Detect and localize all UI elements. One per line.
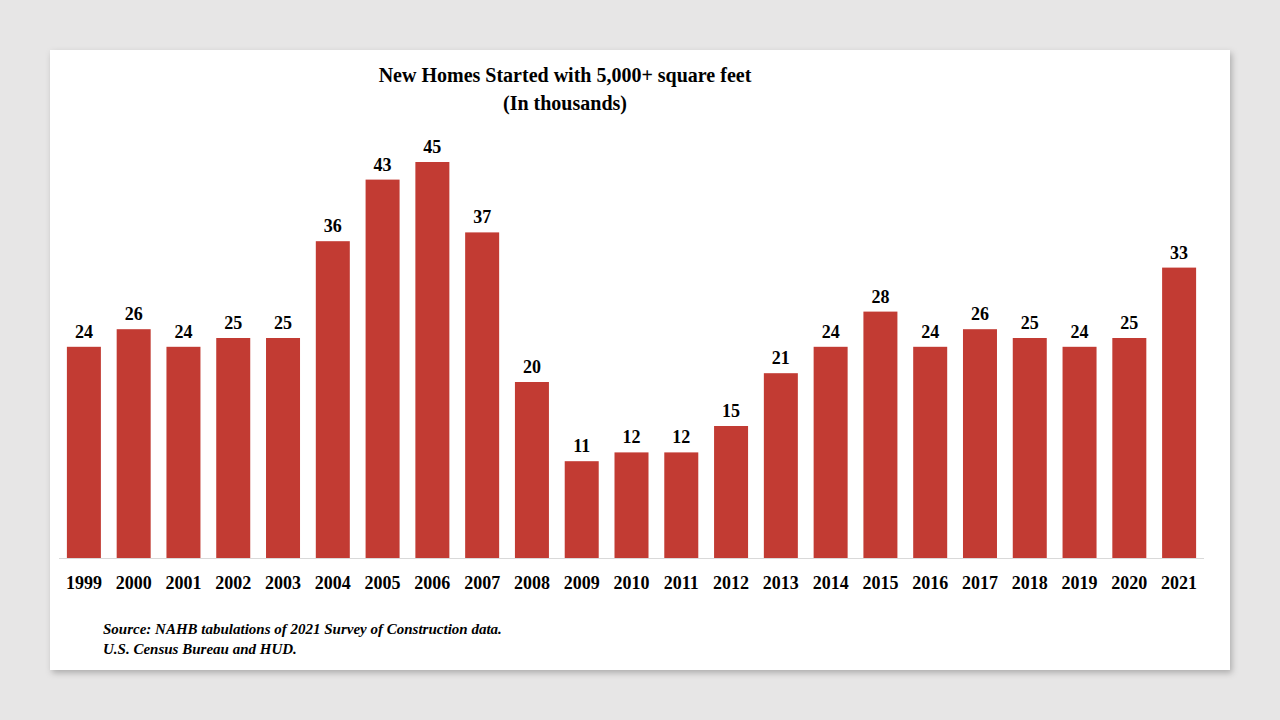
baseline [59, 558, 1204, 559]
data-label: 25 [224, 313, 242, 333]
bar [166, 347, 200, 558]
bar [913, 347, 947, 558]
bar [764, 373, 798, 558]
x-tick-label: 2013 [763, 573, 799, 593]
x-tick-label: 2020 [1111, 573, 1147, 593]
bar [1013, 338, 1047, 558]
x-tick-label: 2006 [414, 573, 450, 593]
data-label: 33 [1170, 243, 1188, 263]
bars [67, 162, 1196, 558]
data-label: 45 [423, 137, 441, 157]
x-tick-label: 2012 [713, 573, 749, 593]
bar [266, 338, 300, 558]
data-label: 24 [921, 322, 939, 342]
x-tick-label: 2007 [464, 573, 500, 593]
card [50, 50, 1230, 670]
data-label: 21 [772, 348, 790, 368]
bar [366, 180, 400, 558]
data-label: 28 [871, 287, 889, 307]
bar [963, 329, 997, 558]
data-label: 25 [274, 313, 292, 333]
data-label: 26 [971, 304, 989, 324]
data-label: 24 [822, 322, 840, 342]
subtitle: (In thousands) [503, 92, 627, 115]
x-tick-label: 2014 [813, 573, 849, 593]
data-label: 37 [473, 207, 491, 227]
source-note: Source: NAHB tabulations of 2021 Survey … [103, 621, 502, 637]
source-note: U.S. Census Bureau and HUD. [103, 641, 297, 657]
x-tick-label: 2010 [614, 573, 650, 593]
x-tick-label: 2001 [165, 573, 201, 593]
title: New Homes Started with 5,000+ square fee… [379, 64, 752, 87]
bar [316, 241, 350, 558]
x-tick-label: 2011 [664, 573, 699, 593]
data-label: 11 [573, 436, 590, 456]
bar [415, 162, 449, 558]
bar [67, 347, 101, 558]
bar [216, 338, 250, 558]
bar [714, 426, 748, 558]
bar [615, 452, 649, 558]
bar [863, 312, 897, 558]
bar [515, 382, 549, 558]
bar [465, 232, 499, 558]
data-label: 24 [1071, 322, 1089, 342]
x-tick-label: 2017 [962, 573, 998, 593]
x-tick-label: 2000 [116, 573, 152, 593]
x-tick-label: 2018 [1012, 573, 1048, 593]
data-label: 12 [672, 427, 690, 447]
bar [565, 461, 599, 558]
data-label: 25 [1120, 313, 1138, 333]
x-tick-label: 2004 [315, 573, 351, 593]
x-tick-label: 2005 [365, 573, 401, 593]
x-tick-label: 2021 [1161, 573, 1197, 593]
bar [117, 329, 151, 558]
x-tick-label: 2016 [912, 573, 948, 593]
data-label: 20 [523, 357, 541, 377]
data-label: 25 [1021, 313, 1039, 333]
x-tick-label: 2019 [1062, 573, 1098, 593]
chart-root: New Homes Started with 5,000+ square fee… [0, 0, 1280, 720]
x-tick-label: 2002 [215, 573, 251, 593]
bar [1162, 268, 1196, 558]
bar [1112, 338, 1146, 558]
data-label: 36 [324, 216, 342, 236]
x-tick-label: 2015 [862, 573, 898, 593]
x-tick-label: 2009 [564, 573, 600, 593]
x-tick-label: 2008 [514, 573, 550, 593]
data-label: 15 [722, 401, 740, 421]
data-label: 24 [174, 322, 192, 342]
data-label: 43 [374, 155, 392, 175]
bar [664, 452, 698, 558]
x-tick-label: 1999 [66, 573, 102, 593]
data-label: 24 [75, 322, 93, 342]
bar [1063, 347, 1097, 558]
x-tick-label: 2003 [265, 573, 301, 593]
bar [814, 347, 848, 558]
data-label: 26 [125, 304, 143, 324]
data-label: 12 [623, 427, 641, 447]
